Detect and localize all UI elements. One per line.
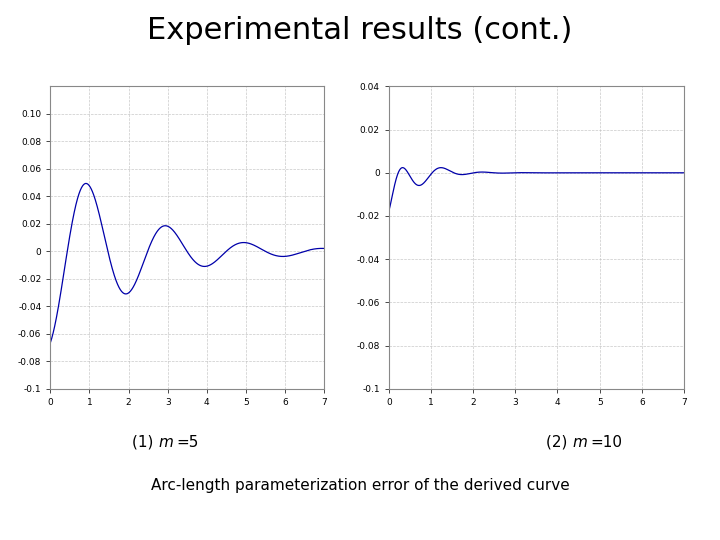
Text: (2): (2) bbox=[546, 435, 572, 450]
Text: Experimental results (cont.): Experimental results (cont.) bbox=[148, 16, 572, 45]
Text: Arc-length parameterization error of the derived curve: Arc-length parameterization error of the… bbox=[150, 478, 570, 493]
Text: =5: =5 bbox=[176, 435, 199, 450]
Text: m: m bbox=[572, 435, 588, 450]
Text: (1): (1) bbox=[132, 435, 158, 450]
Text: m: m bbox=[158, 435, 174, 450]
Text: =10: =10 bbox=[590, 435, 622, 450]
